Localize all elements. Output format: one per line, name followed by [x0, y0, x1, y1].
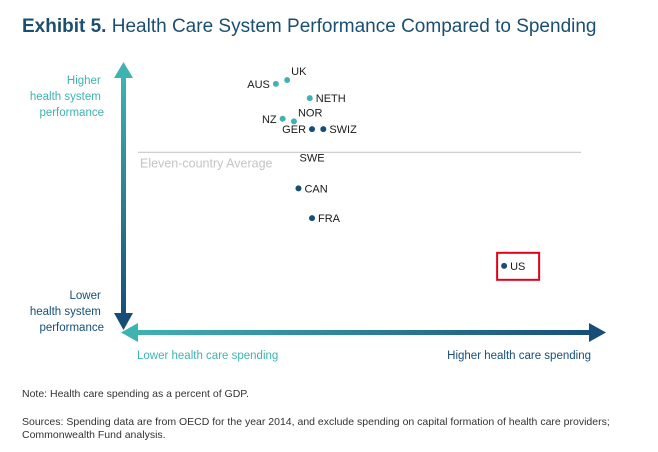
sources-line-1: Sources: Spending data are from OECD for…	[22, 416, 610, 428]
y-axis-arrow-down	[114, 313, 133, 330]
point-label-can: CAN	[304, 183, 327, 195]
point-label-us: US	[510, 261, 525, 273]
point-uk	[284, 77, 291, 84]
data-points: UK AUS NETH NOR NZ GER SWIZ SWE CAN FRA US	[247, 66, 541, 281]
point-fra	[309, 215, 316, 222]
xlabel-low: Lower health care spending	[137, 350, 278, 362]
x-axis-line	[132, 330, 592, 335]
point-label-nz: NZ	[262, 114, 277, 126]
point-aus	[272, 80, 279, 87]
point-nz	[279, 115, 286, 122]
x-axis-arrow-right	[589, 323, 606, 342]
y-axis-line	[121, 76, 126, 316]
y-axis-arrow-up	[114, 62, 133, 78]
point-label-uk: UK	[291, 66, 307, 78]
ylabel-high: Higher health system performance	[30, 75, 104, 119]
point-label-swe: SWE	[299, 152, 324, 164]
point-label-aus: AUS	[247, 79, 270, 91]
point-can	[295, 185, 302, 192]
point-label-fra: FRA	[318, 213, 341, 225]
chart-title: Exhibit 5. Health Care System Performanc…	[22, 16, 597, 38]
point-label-swiz: SWIZ	[329, 124, 357, 136]
point-ger	[309, 126, 316, 133]
point-label-neth: NETH	[316, 93, 346, 105]
sources-line-2: Commonwealth Fund analysis.	[22, 429, 166, 441]
highlight-box-us	[496, 251, 541, 281]
title-text: Health Care System Performance Compared …	[111, 16, 597, 37]
xlabel-high: Higher health care spending	[447, 350, 591, 362]
point-label-ger: GER	[282, 124, 306, 136]
x-axis-arrow-left	[121, 323, 138, 342]
point-label-nor: NOR	[298, 107, 323, 119]
point-neth	[306, 95, 313, 102]
exhibit-label: Exhibit 5.	[22, 16, 107, 37]
point-nor	[290, 118, 297, 125]
point-swiz	[320, 126, 327, 133]
ylabel-low: Lower health system performance	[30, 290, 104, 334]
point-us	[501, 262, 508, 269]
average-label: Eleven-country Average	[140, 156, 273, 170]
note-text: Note: Health care spending as a percent …	[22, 388, 249, 400]
